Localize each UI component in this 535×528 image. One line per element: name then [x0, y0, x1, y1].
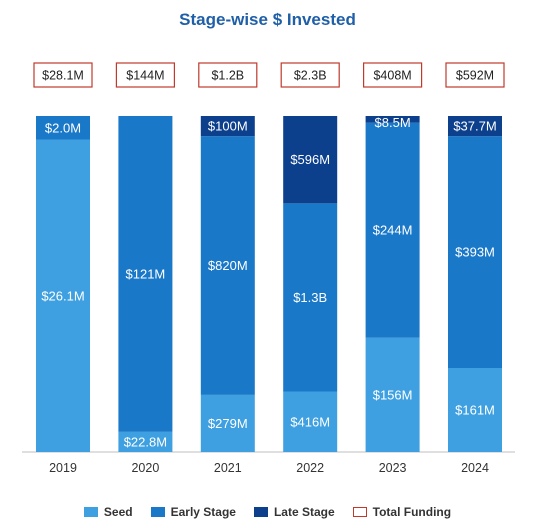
total-funding-label: $28.1M: [42, 69, 84, 83]
bar-segment-early-stage: [365, 122, 420, 338]
legend-swatch-early-stage: [150, 507, 165, 517]
bar-segment-seed: [200, 394, 255, 452]
bar-segment-early-stage: [200, 136, 255, 395]
total-funding-box: [363, 62, 423, 88]
data-label: $820M: [208, 258, 248, 273]
total-funding-box: [280, 62, 340, 88]
data-label: $100M: [208, 119, 248, 134]
data-label: $121M: [126, 266, 166, 281]
data-label: $37.7M: [453, 119, 496, 134]
bar-segment-seed: [448, 368, 502, 452]
x-tick-label: 2021: [214, 461, 242, 475]
x-tick-label: 2019: [49, 461, 77, 475]
chart-title: Stage-wise $ Invested: [179, 10, 356, 29]
x-tick-label: 2023: [379, 461, 407, 475]
data-label: $26.1M: [41, 288, 84, 303]
bar-segment-seed: [118, 431, 173, 452]
data-label: $596M: [290, 152, 330, 167]
bar-segment-early-stage: [36, 116, 90, 140]
bar-segment-late-stage: [283, 116, 338, 204]
bar-segment-late-stage: [365, 116, 420, 123]
total-funding-box: [115, 62, 176, 88]
total-funding-label: $2.3B: [294, 69, 327, 83]
bar-segment-late-stage: [448, 116, 502, 137]
legend-item-seed: Seed: [83, 505, 133, 519]
legend-label-total-funding: Total Funding: [372, 505, 452, 519]
legend-item-early-stage: Early Stage: [150, 505, 236, 519]
legend: Seed Early Stage Late Stage Total Fundin…: [0, 505, 535, 519]
x-tick-label: 2020: [131, 461, 159, 475]
total-funding-label: $144M: [126, 69, 164, 83]
data-label: $2.0M: [45, 120, 81, 135]
total-funding-box: [198, 62, 258, 88]
total-funding-label: $592M: [456, 69, 494, 83]
legend-label-early-stage: Early Stage: [170, 505, 236, 519]
bar-segment-seed: [36, 139, 90, 452]
data-label: $8.5M: [375, 115, 411, 130]
data-label: $393M: [455, 245, 495, 260]
bar-segment-early-stage: [118, 116, 173, 432]
data-label: $161M: [455, 403, 495, 418]
data-label: $244M: [373, 223, 413, 238]
total-funding-box: [33, 62, 93, 88]
data-label: $279M: [208, 416, 248, 431]
total-funding-box: [445, 62, 505, 88]
x-tick-label: 2024: [461, 461, 489, 475]
legend-label-seed: Seed: [103, 505, 133, 519]
total-funding-label: $1.2B: [211, 69, 244, 83]
data-label: $416M: [290, 414, 330, 429]
legend-swatch-late-stage: [253, 507, 268, 517]
data-label: $156M: [373, 387, 413, 402]
legend-label-late-stage: Late Stage: [273, 505, 335, 519]
bar-segment-early-stage: [283, 203, 338, 392]
legend-swatch-seed: [83, 507, 98, 517]
bar-segment-early-stage: [448, 136, 502, 368]
bar-segment-seed: [283, 391, 338, 452]
data-label: $22.8M: [124, 434, 167, 449]
total-funding-label: $408M: [373, 69, 411, 83]
data-label: $1.3B: [293, 290, 327, 305]
bar-segment-late-stage: [200, 116, 255, 137]
legend-swatch-total-funding: [352, 507, 367, 517]
legend-item-late-stage: Late Stage: [253, 505, 335, 519]
legend-item-total-funding: Total Funding: [352, 505, 452, 519]
bar-segment-seed: [365, 337, 420, 452]
x-tick-label: 2022: [296, 461, 324, 475]
